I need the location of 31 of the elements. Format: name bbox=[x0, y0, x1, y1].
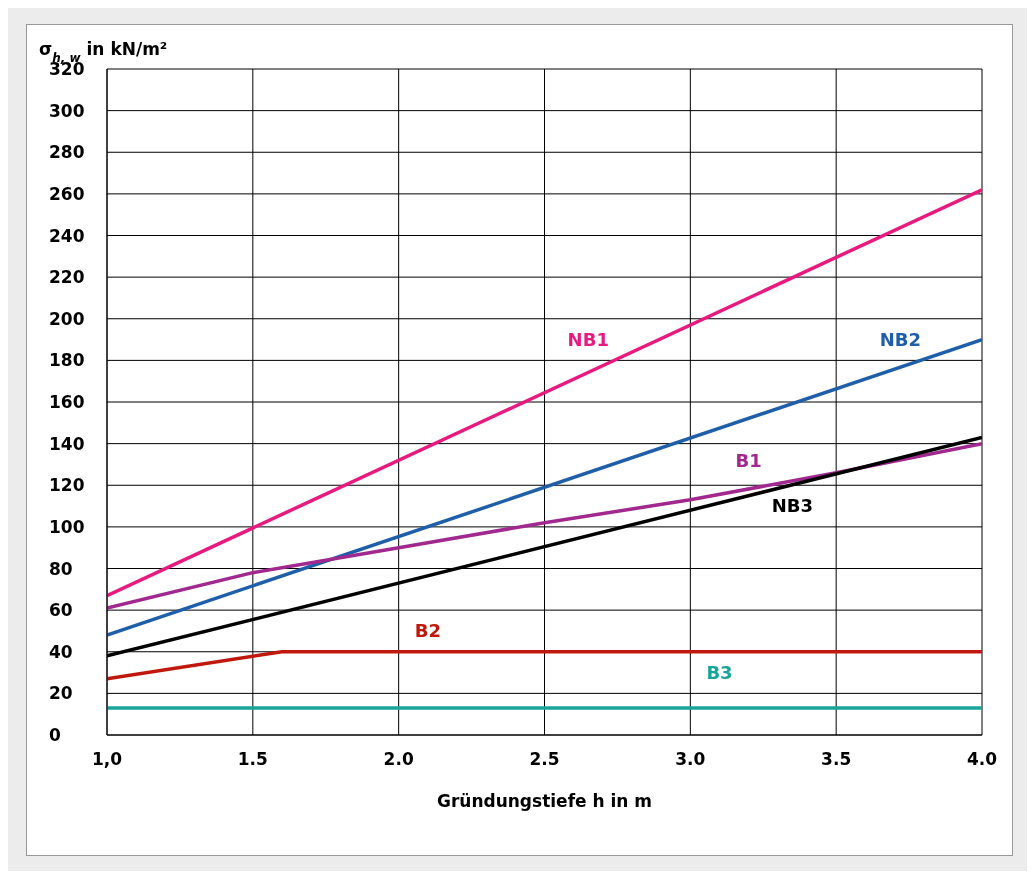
series-label: NB3 bbox=[771, 495, 814, 517]
series-label: B2 bbox=[414, 620, 441, 642]
x-axis-title: Gründungstiefe h in m bbox=[436, 791, 653, 811]
y-tick-label: 20 bbox=[49, 683, 73, 704]
y-tick-label: 100 bbox=[49, 516, 85, 537]
y-tick-label: 200 bbox=[49, 308, 85, 329]
x-tick-label: 4.0 bbox=[966, 749, 998, 770]
x-tick-label: 2.5 bbox=[529, 749, 560, 770]
y-tick-label: 160 bbox=[49, 392, 85, 413]
x-tick-label: 3.0 bbox=[675, 749, 706, 770]
x-tick-label: 1,0 bbox=[91, 749, 123, 770]
series-label: NB2 bbox=[879, 328, 921, 350]
y-tick-label: 300 bbox=[49, 100, 85, 121]
x-tick-label: 2.0 bbox=[383, 749, 414, 770]
y-tick-label: 40 bbox=[49, 641, 73, 662]
y-tick-label: 260 bbox=[49, 183, 85, 204]
y-tick-label: 60 bbox=[49, 600, 73, 621]
y-tick-label: 120 bbox=[49, 475, 85, 496]
y-tick-label: 140 bbox=[49, 433, 85, 454]
series-label: NB1 bbox=[567, 328, 609, 350]
series-label: B3 bbox=[706, 661, 733, 683]
y-tick-label: 240 bbox=[49, 225, 85, 246]
line-series bbox=[107, 441, 982, 610]
y-tick-label: 280 bbox=[49, 142, 85, 163]
x-tick-label: 1.5 bbox=[237, 749, 268, 770]
y-tick-label: 180 bbox=[49, 350, 85, 371]
y-tick-label: 220 bbox=[49, 267, 85, 288]
y-tick-label: 80 bbox=[49, 558, 73, 579]
series-label: B1 bbox=[735, 449, 762, 471]
x-tick-label: 3.5 bbox=[821, 749, 852, 770]
y-tick-label: 0 bbox=[49, 725, 61, 746]
